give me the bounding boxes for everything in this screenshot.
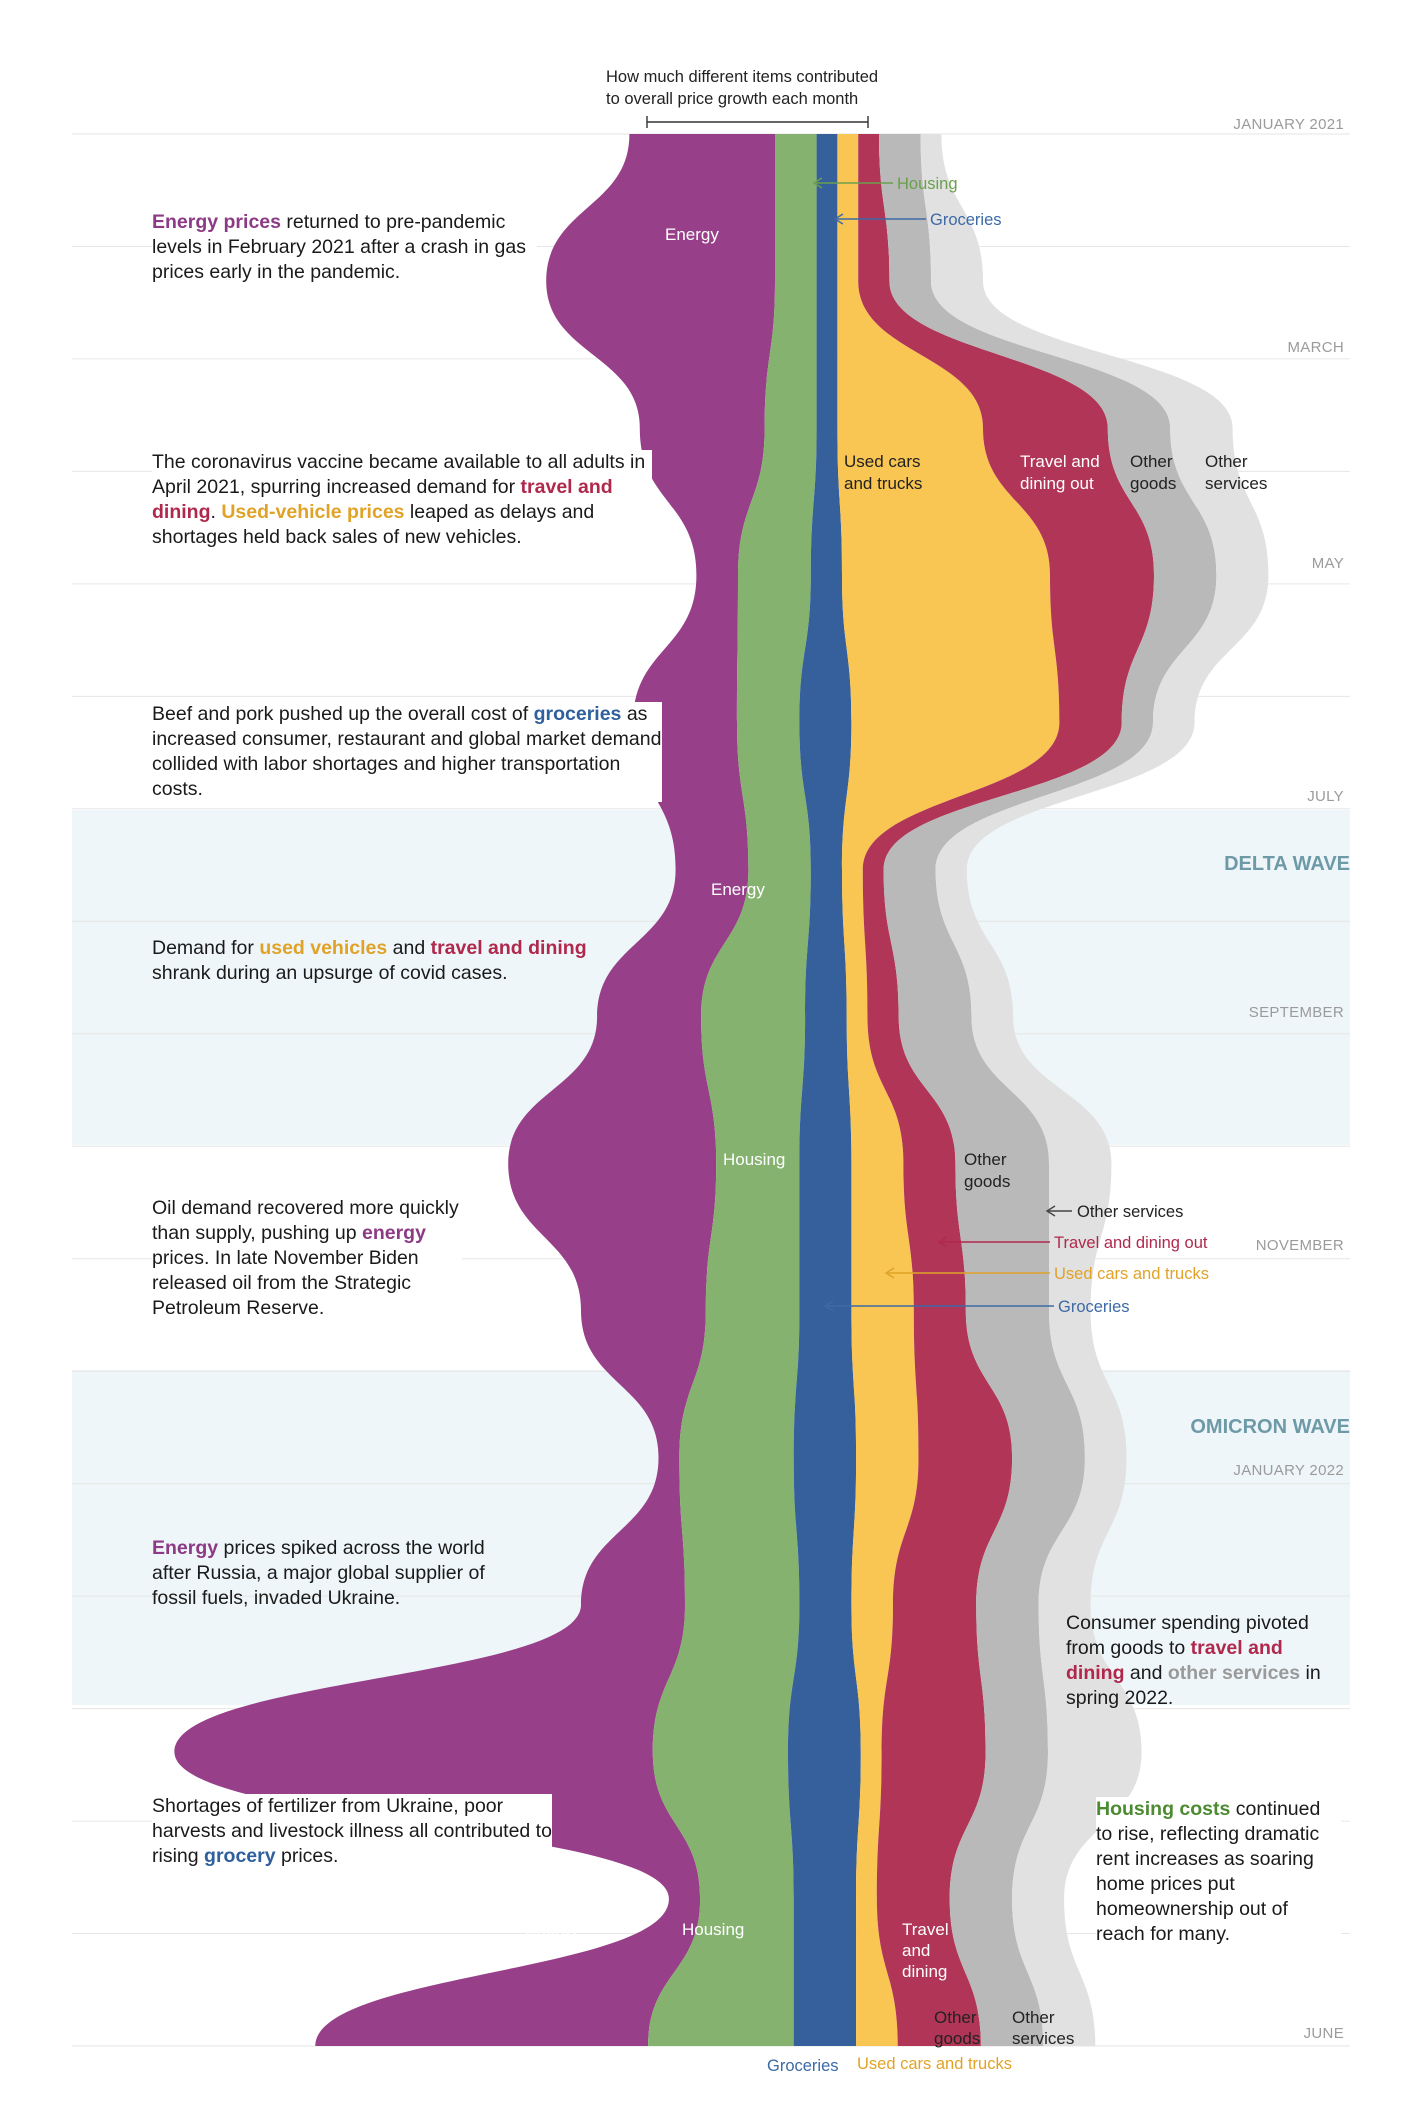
annotation-highlight: travel and dining [1066,1637,1283,1684]
housing-label-top: Housing [897,175,958,193]
other-services-label-top: Other [1205,452,1248,471]
other-services-label-mid: Other services [1077,1203,1183,1221]
annotation-text: The coronavirus vaccine became available… [152,451,646,498]
stream-energy [174,134,775,2046]
annotation-highlight: travel and dining [152,476,613,523]
other-services-label-bottom: Other [1012,2008,1055,2027]
used-cars-pointer-mid [884,1267,1050,1279]
delta-wave-label: DELTA WAVE [1224,853,1350,875]
month-label-may: MAY [1312,555,1344,572]
stream-layers [174,134,1269,2046]
chart-header-line1: How much different items contributed [606,68,879,86]
travel-label-top-2: dining out [1020,474,1094,493]
header-bracket [646,116,869,128]
annotation-highlight: energy [361,1222,426,1244]
groceries-label-bottom: Groceries [767,2057,839,2075]
stream-housing [648,134,817,2046]
housing-pointer-top [812,177,893,189]
annotation-text: and [1124,1662,1168,1684]
stream-used-cars-and-trucks [837,134,1060,2046]
annotation-text: in spring 2022. [1066,1662,1321,1709]
annotation-highlight: travel and dining [430,937,587,959]
travel-label-bottom-2: and [902,1941,930,1960]
annotation-energy-recovery: Energy prices returned to pre-pandemic l… [152,210,537,285]
used-cars-label-top: Used cars [844,452,921,471]
annotation-highlight: other services [1167,1662,1301,1684]
annotation-text: Oil demand recovered more quickly than s… [152,1197,459,1244]
annotation-text: returned to pre-pandemic levels in Febru… [152,211,526,283]
other-goods-label-bottom: Other [934,2008,977,2027]
annotation-text: continued to rise, reflecting dramatic r… [1096,1798,1321,1945]
annotation-text: prices. [275,1845,339,1867]
annotation-groceries: Beef and pork pushed up the overall cost… [152,702,662,802]
other-services-label-top-2: services [1205,474,1267,493]
annotation-oil-demand: Oil demand recovered more quickly than s… [152,1196,462,1321]
month-label-march: MARCH [1288,339,1345,356]
annotation-text: Demand for [152,937,260,959]
travel-label-bottom-3: dining [902,1962,947,1981]
annotation-russia: Energy prices spiked across the world af… [152,1536,527,1611]
groceries-label-top: Groceries [930,211,1002,229]
annotation-text: . [210,501,222,523]
month-label-september: SEPTEMBER [1249,1004,1344,1021]
annotation-highlight: Energy [152,1537,219,1559]
other-services-label-bottom-2: services [1012,2029,1074,2048]
annotation-text: shrank during an upsurge of covid cases. [152,962,508,984]
annotation-delta-demand: Demand for used vehicles and travel and … [152,936,612,986]
annotation-highlight: grocery [204,1845,276,1867]
annotation-text: Consumer spending pivoted from goods to [1066,1612,1309,1659]
stream-groceries [788,134,861,2046]
annotation-highlight: Energy prices [152,211,281,233]
annotation-text: Shortages of fertilizer from Ukraine, po… [152,1795,552,1867]
chart-header-line2: to overall price growth each month [606,90,859,108]
stream-travel-and-dining-out [858,134,1154,2046]
used-cars-label-mid: Used cars and trucks [1054,1265,1209,1283]
month-label-jan2021: JANUARY 2021 [1233,116,1344,133]
annotation-housing-costs: Housing costs continued to rise, reflect… [1096,1797,1341,1947]
annotation-consumer-spending: Consumer spending pivoted from goods to … [1066,1611,1336,1711]
used-cars-label-top-2: and trucks [844,474,922,493]
annotation-text: and [387,937,431,959]
other-services-pointer-mid [1045,1205,1072,1217]
annotation-highlight: Used-vehicle prices [221,501,405,523]
energy-label-bottom: Energy [525,1920,579,1939]
chart-header: How much different items contributed to … [606,66,878,110]
annotation-vaccine: The coronavirus vaccine became available… [152,450,652,550]
annotation-text: as increased consumer, restaurant and gl… [152,703,662,800]
omicron-wave-label: OMICRON WAVE [1190,1416,1350,1438]
annotation-highlight: Housing costs [1096,1798,1231,1820]
month-label-july: JULY [1307,788,1344,805]
travel-label-mid: Travel and dining out [1054,1234,1208,1252]
groceries-label-mid: Groceries [1058,1298,1130,1316]
annotation-highlight: groceries [533,703,622,725]
annotation-highlight: used vehicles [259,937,388,959]
other-goods-label-mid-2: goods [964,1172,1010,1191]
groceries-pointer-top [833,213,926,225]
travel-label-bottom-1: Travel [902,1920,949,1939]
annotation-text: prices spiked across the world after Rus… [152,1537,485,1609]
month-label-june: JUNE [1304,2025,1344,2042]
month-label-november: NOVEMBER [1256,1237,1344,1254]
annotation-text: prices. In late November Biden released … [152,1247,419,1319]
housing-label-bottom: Housing [682,1920,744,1939]
groceries-pointer-mid [823,1300,1054,1312]
energy-label-mid: Energy [711,880,765,899]
energy-label-top: Energy [665,225,719,244]
other-goods-label-top-2: goods [1130,474,1176,493]
month-label-jan2022: JANUARY 2022 [1233,1462,1344,1479]
annotation-fertilizer: Shortages of fertilizer from Ukraine, po… [152,1794,552,1869]
stream-other-goods [879,134,1217,2046]
other-goods-label-top: Other [1130,452,1173,471]
travel-label-top: Travel and [1020,452,1100,471]
housing-label-mid: Housing [723,1150,785,1169]
travel-pointer-mid [937,1236,1050,1248]
annotation-text: leaped as delays and shortages held back… [152,501,595,548]
stream-other-services [920,134,1269,2046]
other-goods-label-bottom-2: goods [934,2029,980,2048]
annotation-text: Beef and pork pushed up the overall cost… [152,703,534,725]
other-goods-label-mid: Other [964,1150,1007,1169]
used-cars-label-bottom: Used cars and trucks [857,2055,1012,2073]
